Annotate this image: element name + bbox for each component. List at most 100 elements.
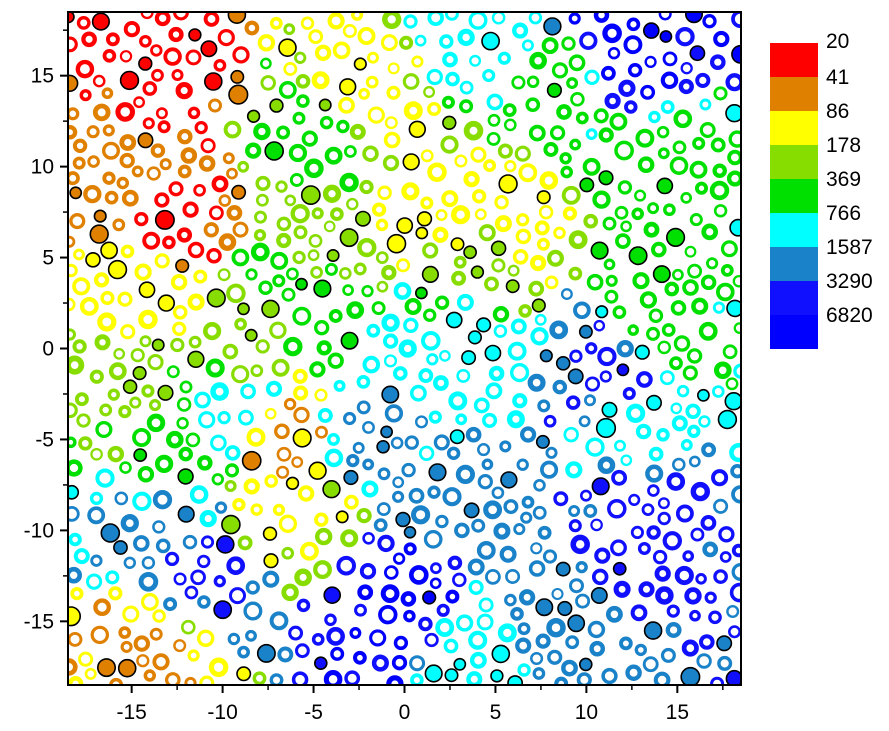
data-point [491,644,511,664]
data-point [152,609,166,623]
data-point [245,142,262,159]
data-point [357,584,374,601]
data-point [152,490,173,510]
data-point [468,579,484,595]
data-point [623,35,643,55]
data-point [198,155,216,172]
data-point [610,539,627,557]
data-point [461,350,477,366]
data-point [455,413,468,426]
data-point [276,216,292,232]
data-point [179,380,193,394]
data-point [133,635,151,652]
data-point [390,436,404,450]
data-point [482,412,498,428]
data-point [515,228,532,245]
data-point [506,410,525,429]
data-point [90,554,103,567]
data-point [617,180,633,195]
y-tick-label: -15 [24,610,54,633]
data-point [362,458,375,471]
data-point [367,51,379,64]
data-point [222,343,239,360]
data-point [516,213,530,227]
data-point [590,518,603,532]
data-point [432,226,449,243]
data-point [376,502,391,517]
data-point [551,587,564,601]
data-point [196,629,215,647]
data-point [95,420,113,439]
data-point [518,304,532,318]
data-point [222,152,235,165]
data-point [469,54,482,67]
data-point [505,568,521,584]
data-point [426,353,439,366]
x-axis: -15 -10 -5 0 5 10 15 [116,685,724,724]
data-point [716,635,733,652]
legend-swatch [770,43,818,77]
data-point [613,580,631,598]
data-point [578,415,591,428]
data-point [497,623,517,643]
data-point [359,179,374,195]
data-point [544,275,559,290]
data-point [206,288,226,308]
data-point [308,461,327,480]
data-point [181,619,196,635]
data-point [570,534,590,555]
data-point [582,157,601,176]
data-point [68,606,81,627]
data-point [68,484,80,500]
data-point [185,432,201,448]
data-point [361,284,374,298]
data-point [601,667,618,685]
data-point [409,655,426,672]
data-point [609,112,628,131]
data-point [188,28,202,42]
data-point [133,96,146,109]
data-point [592,190,611,209]
data-point [237,535,253,551]
data-point [673,335,691,352]
data-point [79,89,92,102]
data-point [408,565,429,585]
data-point [73,548,90,565]
data-point [579,177,595,193]
data-point [665,227,686,247]
data-point [454,522,470,539]
data-point [719,551,732,563]
data-point [570,92,585,107]
data-point [492,306,510,323]
data-point [423,308,437,322]
data-point [70,586,84,601]
data-point [546,82,563,98]
data-point [663,203,676,217]
data-point [401,182,420,201]
data-point [725,377,739,391]
data-point [284,194,297,207]
data-point [563,426,579,443]
data-point [146,413,166,433]
data-point [704,591,717,604]
data-point [245,580,260,595]
data-point [264,407,277,420]
data-point [188,335,202,349]
data-point [414,34,427,47]
data-point [194,391,211,409]
data-point [657,511,671,526]
data-point [487,113,501,127]
data-point [398,339,417,358]
data-point [631,207,644,221]
data-point [299,541,319,561]
data-point [427,101,442,116]
data-point [478,597,494,613]
data-point [553,226,566,240]
data-point [342,284,354,296]
data-point [442,115,457,131]
data-point [491,486,505,500]
data-point [399,35,414,50]
data-point [670,300,687,316]
data-point [269,321,287,339]
